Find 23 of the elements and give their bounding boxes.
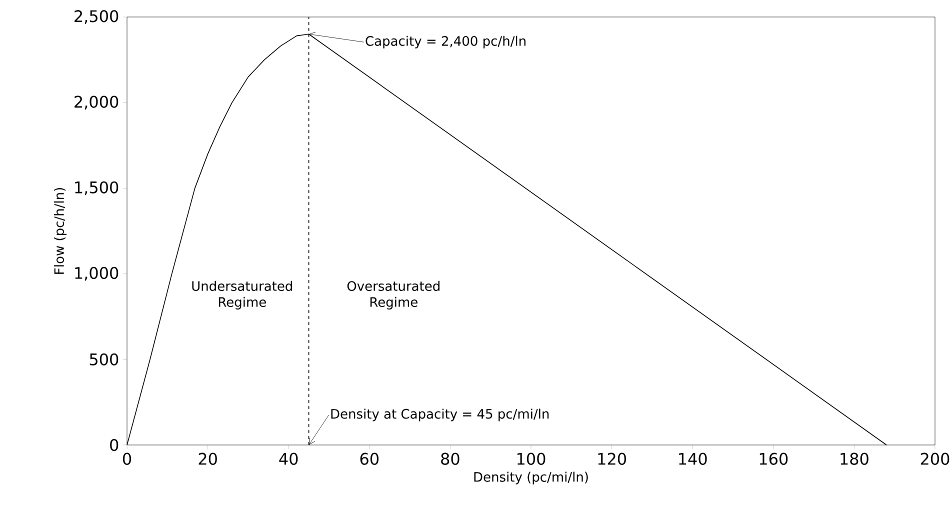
x-tick-label: 60 [360,452,379,465]
x-tick-label: 0 [122,452,132,465]
annotation: Oversaturated Regime [347,280,440,310]
x-axis-title: Density (pc/mi/ln) [474,472,588,484]
y-tick-label: 0 [110,438,118,452]
x-tick-label: 140 [679,452,707,465]
y-tick-label: 1,500 [75,181,118,196]
y-tick-label: 500 [90,353,118,366]
y-axis-title: Flow (pc/h/ln) [54,188,67,274]
x-tick-label: 40 [279,452,298,465]
y-tick-label: 2,500 [74,10,118,24]
x-tick-label: 160 [760,452,788,465]
x-tick-label: 200 [920,452,950,465]
y-tick-label: 1,000 [75,266,118,281]
x-tick-label: 20 [198,452,217,465]
x-tick-label: 120 [598,452,626,465]
annotation: Capacity = 2,400 pc/h/ln [366,36,526,48]
x-tick-label: 100 [517,452,546,465]
y-tick-label: 2,000 [74,96,118,110]
annotation: Undersaturated Regime [192,280,292,310]
x-tick-label: 80 [441,452,460,465]
x-tick-label: 180 [840,452,868,465]
annotation: Density at Capacity = 45 pc/mi/ln [331,408,549,422]
